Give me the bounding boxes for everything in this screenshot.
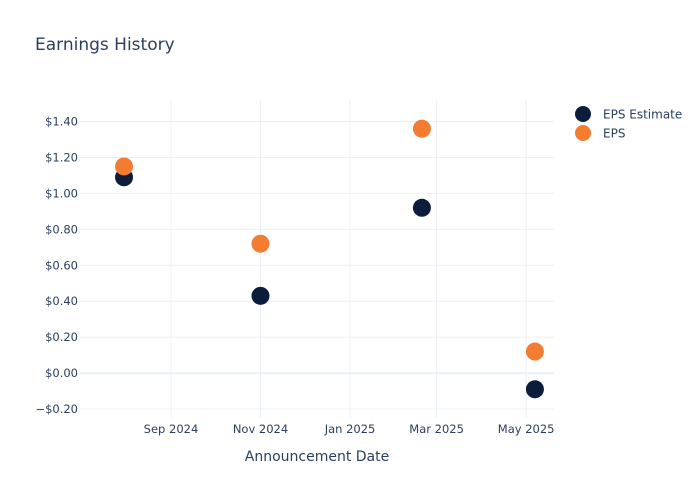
legend-marker-eps-estimate bbox=[575, 106, 591, 122]
legend[interactable]: EPS Estimate EPS bbox=[575, 106, 682, 141]
grid-lines bbox=[80, 100, 554, 418]
y-tick-label: $1.00 bbox=[45, 186, 78, 200]
y-tick-label: $1.20 bbox=[45, 150, 78, 164]
legend-item-eps-estimate[interactable]: EPS Estimate bbox=[575, 106, 682, 122]
chart-title: Earnings History bbox=[35, 35, 175, 55]
x-axis-ticks: Sep 2024 Nov 2024 Jan 2025 Mar 2025 May 2025 bbox=[144, 422, 555, 436]
legend-marker-eps bbox=[575, 125, 591, 141]
legend-label-eps: EPS bbox=[603, 127, 625, 141]
y-tick-label: $0.80 bbox=[45, 222, 78, 236]
x-tick-label: Sep 2024 bbox=[144, 422, 199, 436]
y-tick-label: $1.40 bbox=[45, 115, 78, 129]
x-tick-label: Nov 2024 bbox=[233, 422, 288, 436]
point-eps[interactable] bbox=[525, 342, 544, 361]
legend-label-eps-estimate: EPS Estimate bbox=[603, 108, 682, 122]
y-axis-ticks: −$0.20 $0.00 $0.20 $0.40 $0.60 $0.80 $1.00 $1.2… bbox=[35, 115, 78, 416]
point-eps[interactable] bbox=[115, 157, 134, 176]
legend-item-eps[interactable]: EPS bbox=[575, 125, 625, 141]
data-points bbox=[115, 119, 544, 399]
y-tick-label: $0.00 bbox=[45, 366, 78, 380]
y-tick-label: −$0.20 bbox=[35, 402, 78, 416]
point-eps-estimate[interactable] bbox=[412, 198, 431, 217]
x-tick-label: Jan 2025 bbox=[324, 422, 376, 436]
x-tick-label: May 2025 bbox=[498, 422, 555, 436]
y-tick-label: $0.60 bbox=[45, 258, 78, 272]
y-tick-label: $0.20 bbox=[45, 330, 78, 344]
x-axis-title: Announcement Date bbox=[245, 449, 389, 465]
x-tick-label: Mar 2025 bbox=[409, 422, 464, 436]
point-eps[interactable] bbox=[251, 234, 270, 253]
point-eps-estimate[interactable] bbox=[525, 380, 544, 399]
point-eps[interactable] bbox=[412, 119, 431, 138]
point-eps-estimate[interactable] bbox=[251, 286, 270, 305]
y-tick-label: $0.40 bbox=[45, 294, 78, 308]
